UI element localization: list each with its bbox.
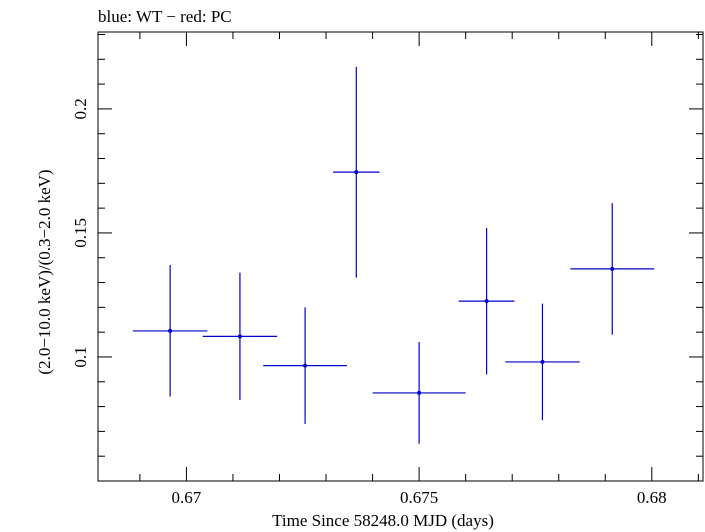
x-axis-label: Time Since 58248.0 MJD (days) — [272, 511, 494, 530]
point-marker — [484, 299, 489, 304]
data-point — [570, 203, 655, 335]
point-marker — [354, 170, 359, 175]
y-tick-label: 0.1 — [71, 346, 90, 367]
chart-title: blue: WT − red: PC — [98, 7, 232, 26]
point-marker — [417, 390, 422, 395]
axis-ticks — [98, 32, 703, 482]
y-tick-label: 0.15 — [71, 218, 90, 248]
y-axis-label: (2.0−10.0 keV)/(0.3−2.0 keV) — [35, 169, 54, 374]
plot-frame — [97, 31, 704, 482]
x-tick-label: 0.68 — [637, 488, 667, 507]
data-point — [372, 342, 466, 444]
point-marker — [610, 266, 615, 271]
point-marker — [540, 359, 545, 364]
x-tick-label: 0.67 — [172, 488, 202, 507]
data-point — [132, 265, 208, 397]
data-point — [458, 227, 515, 375]
data-points — [132, 66, 655, 444]
data-point — [263, 307, 347, 424]
axis-tick-labels: 0.67 0.675 0.68 0.1 0.15 0.2 — [71, 98, 667, 507]
data-point — [505, 303, 580, 421]
point-marker — [237, 334, 242, 339]
x-tick-label: 0.675 — [400, 488, 438, 507]
point-marker — [168, 328, 173, 333]
point-marker — [303, 363, 308, 368]
data-point — [202, 272, 278, 401]
series-wt — [132, 66, 655, 444]
y-tick-label: 0.2 — [71, 98, 90, 119]
data-point — [333, 66, 380, 278]
